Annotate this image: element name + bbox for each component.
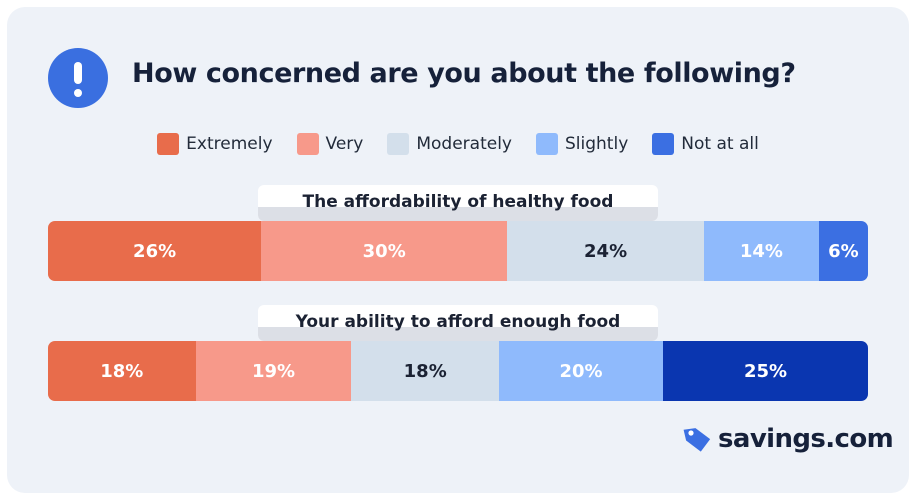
legend-label: Not at all	[681, 134, 759, 154]
data-label: 30%	[362, 240, 406, 262]
bar-segment-not-at-all: 6%	[818, 221, 868, 281]
price-tag-icon	[683, 428, 711, 452]
category-label-enough-food: Your ability to afford enough food	[258, 305, 658, 341]
data-label: 26%	[133, 240, 177, 262]
legend-swatch	[157, 133, 180, 155]
data-label: 19%	[251, 360, 296, 382]
bar-segment-very: 30%	[261, 221, 508, 281]
legend-swatch	[296, 133, 319, 155]
legend-label: Moderately	[416, 134, 512, 154]
category-label-healthy-food: The affordability of healthy food	[258, 185, 658, 221]
brand-name: savings.com	[718, 424, 894, 454]
legend: Extremely Very Moderately Slightly Not a…	[0, 133, 916, 155]
data-label: 14%	[739, 240, 783, 262]
bar-segment-not-at-all: 25%	[663, 341, 868, 401]
bar-segment-very: 19%	[195, 341, 352, 401]
bar-segment-moderately: 24%	[507, 221, 704, 281]
data-label: 24%	[584, 240, 628, 262]
bar-segment-extremely: 18%	[48, 341, 196, 401]
legend-item-moderately: Moderately	[387, 133, 512, 155]
bar-segment-moderately: 18%	[351, 341, 499, 401]
exclamation-icon	[48, 48, 108, 108]
bar-row-enough-food: 18% 19% 18% 20% 25%	[48, 341, 868, 401]
chart-title: How concerned are you about the followin…	[132, 58, 796, 89]
legend-item-extremely: Extremely	[157, 133, 273, 155]
legend-label: Extremely	[186, 134, 273, 154]
legend-label: Slightly	[565, 134, 629, 154]
brand-logo: savings.com	[682, 424, 894, 454]
data-label: 25%	[743, 360, 788, 382]
legend-swatch	[652, 133, 675, 155]
legend-label: Very	[325, 134, 364, 154]
legend-item-not-at-all: Not at all	[652, 133, 759, 155]
legend-swatch	[387, 133, 410, 155]
legend-item-very: Very	[296, 133, 364, 155]
legend-item-slightly: Slightly	[536, 133, 628, 155]
data-label: 18%	[403, 360, 447, 382]
data-label: 18%	[100, 360, 144, 382]
bar-segment-extremely: 26%	[48, 221, 262, 281]
bar-row-healthy-food: 26% 30% 24% 14% 6%	[48, 221, 868, 281]
bar-segment-slightly: 14%	[704, 221, 819, 281]
legend-swatch	[536, 133, 558, 155]
data-label: 6%	[828, 240, 859, 262]
bar-segment-slightly: 20%	[499, 341, 663, 401]
data-label: 20%	[559, 360, 603, 382]
